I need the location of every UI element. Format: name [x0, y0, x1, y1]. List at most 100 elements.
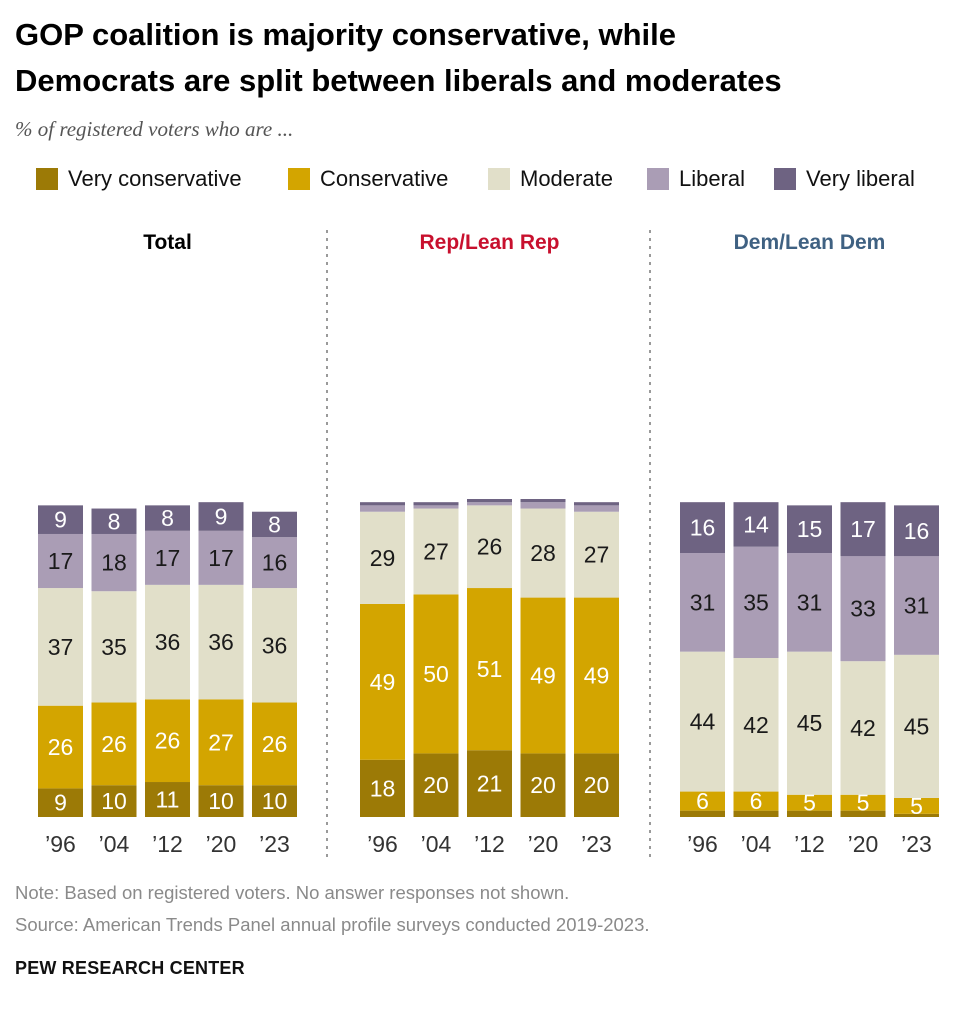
bar-segment-dem-lean-dem-conservative	[787, 794, 832, 811]
x-tick-label-rep-lean-rep: ’96	[367, 831, 398, 857]
bar-segment-dem-lean-dem-very-liberal	[840, 502, 886, 557]
bar-segment-rep-lean-rep-conservative	[467, 588, 512, 751]
bar-segment-total-moderate	[252, 588, 297, 703]
bar-segment-total-very-conservative	[252, 785, 297, 817]
bar-segment-rep-lean-rep-liberal	[520, 502, 566, 509]
bar-segment-rep-lean-rep-very-conservative	[520, 753, 566, 817]
legend-swatch-conservative	[288, 168, 310, 190]
bar-segment-dem-lean-dem-liberal	[680, 553, 725, 652]
bar-segment-total-very-conservative	[198, 785, 244, 817]
data-label-dem-lean-dem-conservative: 5	[910, 793, 923, 819]
data-label-dem-lean-dem-conservative: 6	[696, 788, 709, 814]
data-label-rep-lean-rep-conservative: 49	[370, 669, 396, 695]
bar-segment-total-very-liberal	[198, 502, 244, 531]
data-label-total-very-conservative: 10	[208, 788, 234, 814]
bar-segment-rep-lean-rep-very-liberal	[520, 499, 566, 503]
legend-swatch-very-liberal	[774, 168, 796, 190]
bar-segment-rep-lean-rep-conservative	[520, 597, 566, 754]
bar-segment-dem-lean-dem-moderate	[894, 654, 939, 798]
bar-segment-rep-lean-rep-moderate	[413, 508, 459, 595]
bar-segment-dem-lean-dem-liberal	[733, 546, 779, 658]
data-label-total-moderate: 36	[208, 629, 234, 655]
bar-segment-dem-lean-dem-very-conservative	[894, 813, 939, 817]
data-label-total-conservative: 26	[155, 728, 181, 754]
bar-segment-total-conservative	[252, 702, 297, 786]
data-label-total-liberal: 17	[208, 545, 234, 571]
data-label-dem-lean-dem-moderate: 42	[850, 715, 876, 741]
bar-segment-dem-lean-dem-moderate	[787, 651, 832, 795]
legend-item-very-conservative: Very conservative	[36, 164, 242, 194]
bar-segment-rep-lean-rep-conservative	[413, 594, 459, 754]
data-label-rep-lean-rep-very-conservative: 21	[477, 771, 503, 797]
bar-segment-dem-lean-dem-very-liberal	[733, 502, 779, 547]
bar-segment-rep-lean-rep-liberal	[360, 505, 405, 512]
bar-segment-dem-lean-dem-very-conservative	[733, 810, 779, 817]
data-label-dem-lean-dem-very-liberal: 16	[904, 518, 930, 544]
data-label-total-conservative: 26	[48, 734, 74, 760]
legend-label-very-liberal: Very liberal	[806, 166, 915, 191]
bar-segment-rep-lean-rep-liberal	[574, 505, 619, 512]
data-label-rep-lean-rep-moderate: 29	[370, 545, 396, 571]
panel-title-rep-lean-rep: Rep/Lean Rep	[419, 231, 559, 254]
data-label-rep-lean-rep-moderate: 26	[477, 534, 503, 560]
x-tick-label-rep-lean-rep: ’04	[421, 831, 452, 857]
bar-segment-total-very-conservative	[91, 785, 137, 817]
data-label-dem-lean-dem-very-liberal: 14	[743, 511, 769, 537]
legend-item-liberal: Liberal	[647, 164, 745, 194]
data-label-dem-lean-dem-conservative: 6	[750, 788, 763, 814]
x-tick-label-total: ’12	[152, 831, 183, 857]
chart-note: Note: Based on registered voters. No ans…	[15, 882, 570, 903]
bar-segment-total-moderate	[198, 584, 244, 700]
data-label-total-moderate: 36	[262, 632, 288, 658]
data-label-total-very-liberal: 8	[161, 505, 174, 531]
legend: Very conservative Conservative Moderate …	[36, 164, 956, 194]
bar-segment-total-conservative	[38, 705, 83, 789]
bar-segment-rep-lean-rep-very-liberal	[467, 499, 512, 503]
stacked-bar-charts: Total 9 26 37 17 9 ’96 10 26 35 18 8 ’04 11 26 36 17 8 ’12…	[38, 230, 939, 860]
bar-segment-dem-lean-dem-moderate	[840, 661, 886, 795]
x-tick-label-total: ’96	[45, 831, 76, 857]
data-label-dem-lean-dem-very-liberal: 16	[690, 515, 716, 541]
bar-segment-dem-lean-dem-liberal	[894, 556, 939, 655]
bar-segment-rep-lean-rep-conservative	[574, 597, 619, 754]
data-label-dem-lean-dem-moderate: 44	[690, 709, 716, 735]
data-label-total-very-liberal: 8	[108, 508, 121, 534]
data-label-dem-lean-dem-moderate: 45	[797, 710, 823, 736]
bar-segment-rep-lean-rep-very-conservative	[574, 753, 619, 817]
data-label-total-moderate: 37	[48, 634, 74, 660]
legend-swatch-moderate	[488, 168, 510, 190]
bar-segment-rep-lean-rep-very-liberal	[574, 502, 619, 506]
bar-segment-dem-lean-dem-conservative	[840, 794, 886, 811]
data-label-total-very-liberal: 8	[268, 511, 281, 537]
bar-segment-total-liberal	[38, 533, 83, 589]
chart-title-line-2: Democrats are split between liberals and…	[15, 63, 782, 98]
bar-segment-rep-lean-rep-very-conservative	[360, 759, 405, 817]
bar-segment-dem-lean-dem-conservative	[733, 791, 779, 811]
x-tick-label-rep-lean-rep: ’23	[581, 831, 612, 857]
data-label-total-conservative: 27	[208, 729, 234, 755]
bar-segment-total-liberal	[252, 537, 297, 589]
x-tick-label-total: ’23	[259, 831, 290, 857]
panel-title-total: Total	[143, 231, 192, 254]
bar-segment-total-very-conservative	[145, 782, 190, 817]
data-label-total-moderate: 35	[101, 634, 127, 660]
data-label-total-liberal: 16	[262, 550, 288, 576]
data-label-total-very-conservative: 10	[262, 788, 288, 814]
bar-segment-total-conservative	[145, 699, 190, 783]
bar-segment-dem-lean-dem-liberal	[840, 556, 886, 662]
data-label-rep-lean-rep-very-conservative: 20	[530, 772, 556, 798]
data-label-rep-lean-rep-moderate: 28	[530, 540, 556, 566]
data-label-total-very-conservative: 11	[156, 787, 180, 813]
data-label-dem-lean-dem-moderate: 42	[743, 712, 769, 738]
data-label-total-liberal: 17	[48, 548, 74, 574]
legend-item-moderate: Moderate	[488, 164, 613, 194]
legend-label-very-conservative: Very conservative	[68, 166, 242, 191]
bar-segment-rep-lean-rep-liberal	[467, 502, 512, 506]
chart-source: Source: American Trends Panel annual pro…	[15, 914, 650, 935]
data-label-rep-lean-rep-moderate: 27	[423, 538, 449, 564]
data-label-rep-lean-rep-very-conservative: 20	[584, 772, 610, 798]
bar-segment-rep-lean-rep-moderate	[467, 505, 512, 589]
data-label-rep-lean-rep-conservative: 50	[423, 661, 449, 687]
bar-segment-total-moderate	[91, 591, 137, 703]
bar-segment-total-moderate	[38, 588, 83, 706]
